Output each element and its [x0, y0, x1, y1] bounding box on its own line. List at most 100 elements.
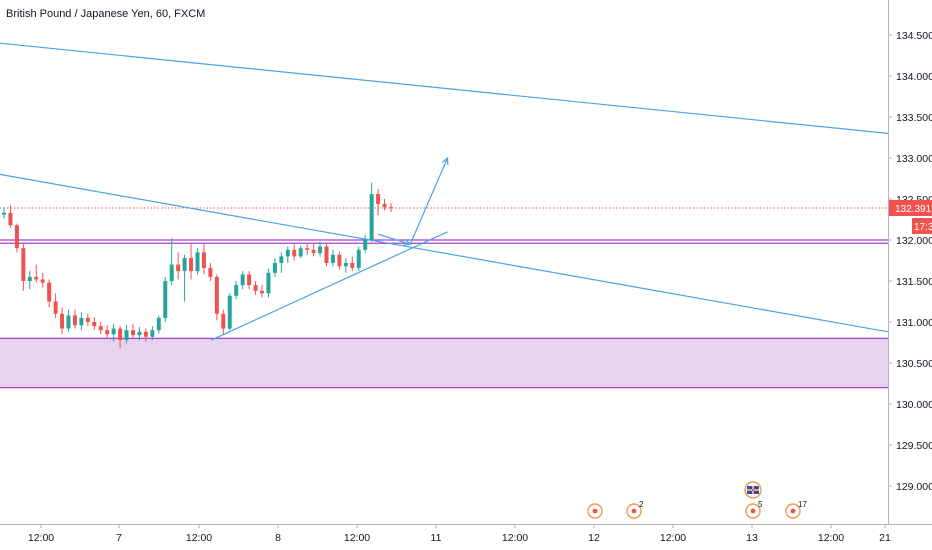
- candle[interactable]: [98, 326, 103, 331]
- trendline-2[interactable]: [0, 173, 889, 333]
- candle[interactable]: [111, 328, 116, 335]
- candle[interactable]: [14, 225, 19, 249]
- candle[interactable]: [337, 254, 342, 267]
- candle[interactable]: [137, 331, 142, 336]
- candle[interactable]: [105, 330, 110, 335]
- event-dot: [750, 508, 756, 514]
- candle[interactable]: [131, 330, 135, 336]
- candle[interactable]: [72, 315, 77, 326]
- event-marker[interactable]: [587, 503, 603, 519]
- event-dot: [592, 508, 598, 514]
- candle[interactable]: [40, 279, 45, 283]
- candle[interactable]: [369, 194, 374, 240]
- candle[interactable]: [311, 249, 316, 254]
- candle[interactable]: [324, 246, 329, 263]
- candle[interactable]: [79, 317, 84, 326]
- countdown-badge: 17:36: [912, 218, 932, 234]
- price-tick-label: 132.000: [896, 235, 932, 247]
- time-tick-label: 12:00: [502, 532, 528, 544]
- candle[interactable]: [266, 272, 271, 294]
- candle[interactable]: [92, 322, 97, 327]
- candle[interactable]: [318, 246, 323, 254]
- candle[interactable]: [214, 276, 219, 314]
- event-count: 2: [639, 500, 644, 509]
- support-zone-layer: [0, 337, 888, 389]
- time-tick-label: 12:00: [28, 532, 54, 544]
- candle[interactable]: [85, 317, 90, 322]
- time-tick-label: 12:00: [344, 532, 370, 544]
- price-tick-label: 133.000: [896, 153, 932, 165]
- candle[interactable]: [2, 212, 6, 215]
- price-tick-label: 134.500: [896, 30, 932, 42]
- candle[interactable]: [363, 240, 368, 250]
- candle[interactable]: [150, 330, 155, 337]
- candle[interactable]: [176, 264, 181, 272]
- candle[interactable]: [163, 281, 168, 318]
- drawing-layer: [0, 42, 889, 341]
- last-price-badge: 132.391: [889, 200, 932, 216]
- projection-arrowhead-1: [403, 238, 412, 246]
- candle[interactable]: [227, 295, 232, 329]
- candle[interactable]: [292, 249, 297, 257]
- event-marker[interactable]: 2: [626, 500, 644, 519]
- candle[interactable]: [143, 331, 148, 337]
- candle[interactable]: [260, 290, 264, 294]
- uk-flag-event-marker[interactable]: [744, 481, 762, 499]
- candle[interactable]: [298, 248, 303, 257]
- candle[interactable]: [350, 262, 355, 268]
- candle[interactable]: [234, 285, 239, 296]
- candle[interactable]: [66, 315, 71, 329]
- candle[interactable]: [27, 276, 32, 281]
- candle[interactable]: [330, 254, 335, 263]
- candle[interactable]: [21, 248, 26, 281]
- trendline-3[interactable]: [211, 231, 448, 341]
- candle[interactable]: [253, 285, 258, 291]
- time-tick-label: 12:00: [660, 532, 686, 544]
- time-tick-label: 8: [275, 532, 281, 544]
- candle[interactable]: [169, 264, 174, 281]
- candle[interactable]: [376, 194, 381, 204]
- candle[interactable]: [279, 256, 284, 263]
- time-axis[interactable]: 12:00 7 12:00 8 12:00 11 12:00 12 12:00 13 12:00 21: [28, 524, 891, 544]
- symbol-title: British Pound / Japanese Yen, 60, FXCM: [6, 8, 205, 20]
- candle[interactable]: [221, 313, 226, 329]
- candle[interactable]: [247, 274, 252, 286]
- price-tick-label: 130.000: [896, 399, 932, 411]
- candle[interactable]: [189, 258, 194, 272]
- event-marker[interactable]: 5: [745, 500, 763, 519]
- price-axis[interactable]: 134.500134.000133.500133.000132.500132.0…: [888, 30, 932, 493]
- candle[interactable]: [343, 262, 348, 267]
- time-tick-label: 11: [431, 532, 442, 544]
- countdown-value: 17:36: [914, 222, 932, 233]
- candle[interactable]: [356, 249, 361, 268]
- candle[interactable]: [60, 313, 65, 329]
- time-tick-label: 7: [116, 532, 122, 544]
- candle[interactable]: [156, 317, 161, 331]
- candle[interactable]: [305, 248, 310, 250]
- candle[interactable]: [118, 328, 123, 341]
- candle[interactable]: [124, 330, 129, 341]
- candle[interactable]: [285, 249, 290, 257]
- candle[interactable]: [182, 258, 187, 272]
- candle[interactable]: [47, 282, 52, 302]
- candle[interactable]: [201, 252, 206, 268]
- candle[interactable]: [34, 276, 39, 280]
- candle[interactable]: [195, 252, 200, 272]
- candle[interactable]: [272, 262, 277, 273]
- candle[interactable]: [8, 212, 13, 226]
- candle[interactable]: [53, 301, 58, 314]
- candle[interactable]: [208, 267, 213, 277]
- candle[interactable]: [389, 207, 393, 209]
- trendline-1[interactable]: [0, 42, 889, 134]
- support-zone[interactable]: [0, 338, 888, 388]
- events-layer: 2 5 17: [587, 481, 807, 519]
- price-tick-label: 129.000: [896, 481, 932, 493]
- time-tick-label: 12:00: [186, 532, 212, 544]
- event-count: 17: [798, 500, 807, 509]
- event-marker[interactable]: 17: [785, 500, 807, 519]
- price-tick-label: 133.500: [896, 112, 932, 124]
- candle[interactable]: [240, 274, 245, 286]
- candle[interactable]: [382, 203, 387, 208]
